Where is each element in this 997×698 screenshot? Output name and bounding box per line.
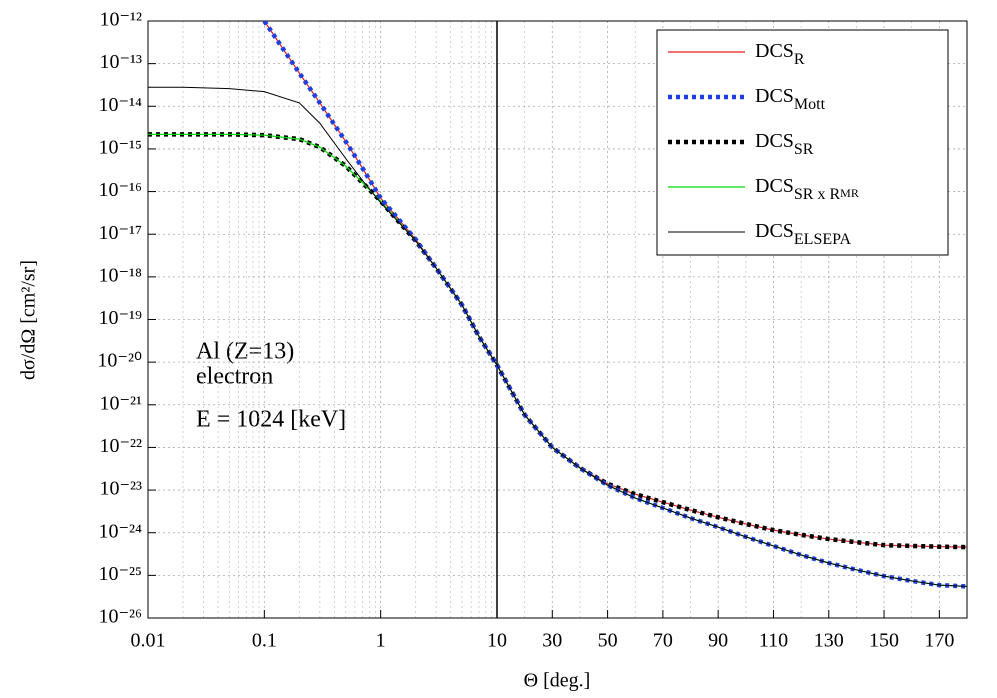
legend-name: DCS: [755, 220, 794, 242]
y-tick-label: 10⁻¹⁴: [98, 94, 142, 116]
y-tick-label: 10⁻¹²: [99, 9, 142, 31]
x-tick-label: 30: [542, 630, 562, 652]
y-tick-label: 10⁻¹⁶: [98, 179, 142, 201]
legend-name: DCS: [755, 130, 794, 152]
y-tick-label: 10⁻²⁰: [97, 350, 142, 372]
series-line: [262, 21, 967, 589]
legend-label: DCSELSEPA: [755, 220, 852, 249]
y-tick-label: 10⁻¹⁹: [98, 307, 142, 329]
y-tick-label: 10⁻¹³: [99, 51, 142, 73]
legend-label: DCSMott: [755, 85, 826, 114]
plot-frame: [147, 20, 968, 619]
legend-sub2: MR: [840, 186, 859, 200]
series-line: [148, 132, 967, 550]
legend-name: DCS: [755, 40, 794, 62]
legend-name: DCS: [755, 85, 794, 107]
series-line: [148, 86, 967, 587]
legend-name: DCS: [755, 175, 794, 197]
y-tick-label: 10⁻²⁴: [98, 520, 142, 542]
x-axis-label: Θ [deg.]: [524, 670, 591, 692]
x-tick-label: 150: [869, 630, 899, 652]
annotation: electron: [196, 364, 273, 390]
legend-label: DCSR: [755, 40, 805, 69]
y-tick-label: 10⁻²¹: [99, 392, 142, 414]
x-tick-label: 130: [814, 630, 844, 652]
x-tick-label: 10: [487, 630, 507, 652]
y-tick-label: 10⁻²³: [99, 478, 142, 500]
annotation: E = 1024 [keV]: [196, 407, 346, 433]
x-tick-label: 170: [924, 630, 954, 652]
x-tick-label: 1: [376, 630, 386, 652]
x-tick-label: 110: [759, 630, 788, 652]
y-tick-label: 10⁻¹⁷: [98, 222, 142, 244]
legend-label: DCSSR x RMR: [755, 175, 859, 204]
legend-sub: ELSEPA: [794, 231, 852, 248]
legend-sub: Mott: [794, 96, 826, 113]
legend-sub: SR: [794, 141, 814, 158]
y-tick-label: 10⁻²²: [99, 435, 142, 457]
x-tick-label: 50: [598, 630, 618, 652]
x-tick-label: 0.1: [252, 630, 277, 652]
annotation: Al (Z=13): [196, 339, 294, 365]
x-tick-label: 90: [708, 630, 728, 652]
y-tick-label: 10⁻¹⁵: [98, 137, 142, 159]
y-axis-label: dσ/dΩ [cm²/sr]: [18, 260, 40, 380]
x-tick-label: 0.01: [131, 630, 166, 652]
y-tick-label: 10⁻²⁵: [98, 563, 142, 585]
y-tick-label: 10⁻²⁶: [98, 606, 142, 628]
legend-sub: R: [794, 51, 805, 68]
y-tick-label: 10⁻¹⁸: [98, 264, 142, 286]
legend-sub: SR x R: [794, 186, 841, 203]
x-tick-label: 70: [653, 630, 673, 652]
legend-label: DCSSR: [755, 130, 814, 159]
legend-box: [656, 29, 949, 256]
